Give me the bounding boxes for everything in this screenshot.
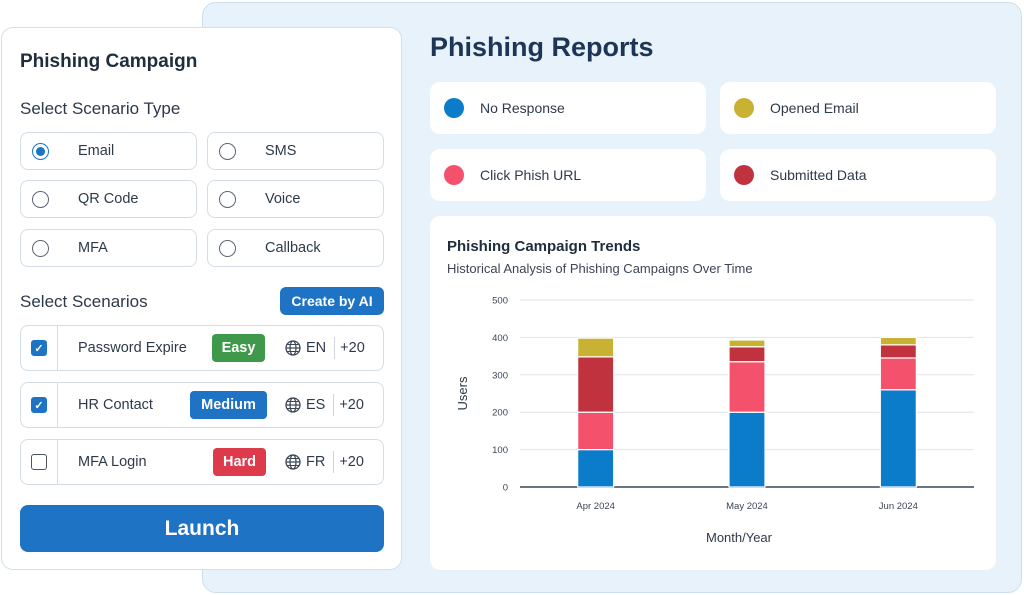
radio-option-email[interactable]: Email	[20, 132, 197, 170]
radio-option-mfa[interactable]: MFA	[20, 229, 197, 267]
legend-card-no-response: No Response	[430, 82, 706, 134]
legend-label: Click Phish URL	[480, 167, 582, 183]
y-tick-label: 400	[492, 333, 508, 344]
reports-title: Phishing Reports	[430, 32, 654, 62]
bar-segment	[728, 361, 766, 413]
radio-button[interactable]	[219, 190, 236, 208]
bar-segment	[879, 336, 917, 346]
radio-button[interactable]	[32, 190, 49, 208]
scenario-row-password-expire[interactable]: ✓ Password Expire Easy EN +20	[20, 325, 384, 371]
y-tick-label: 0	[503, 483, 508, 494]
difficulty-badge: Medium	[190, 391, 267, 419]
x-axis-label: Month/Year	[706, 530, 773, 545]
language-block[interactable]: FR +20	[285, 440, 364, 484]
legend-label: No Response	[480, 100, 565, 116]
bar-segment	[879, 357, 917, 391]
checkbox-cell	[21, 440, 58, 484]
more-languages: +20	[339, 397, 364, 413]
y-axis-label: Users	[455, 376, 470, 410]
dot-icon	[734, 165, 754, 185]
globe-icon	[285, 454, 301, 470]
radio-option-voice[interactable]: Voice	[207, 180, 384, 218]
difficulty-badge: Hard	[213, 448, 266, 476]
radio-label: Callback	[265, 240, 321, 256]
scenario-row-hr-contact[interactable]: ✓ HR Contact Medium ES +20	[20, 382, 384, 428]
radio-button[interactable]	[32, 239, 49, 257]
checkbox-cell: ✓	[21, 326, 58, 370]
radio-label: Voice	[265, 191, 301, 207]
radio-button[interactable]	[219, 142, 236, 160]
language-code: ES	[306, 397, 326, 413]
scenario-type-label: Select Scenario Type	[20, 99, 181, 118]
checkbox[interactable]: ✓	[31, 340, 47, 356]
more-languages: +20	[339, 454, 364, 470]
legend-label: Opened Email	[770, 100, 859, 116]
language-code: EN	[306, 340, 327, 356]
radio-option-sms[interactable]: SMS	[207, 132, 384, 170]
globe-icon	[285, 340, 301, 356]
radio-button[interactable]	[32, 142, 49, 160]
language-block[interactable]: ES +20	[285, 383, 364, 427]
language-block[interactable]: EN +20	[285, 326, 365, 370]
bar-segment	[728, 339, 766, 348]
stacked-bar-chart: 0 100 200 300 400 500 Apr 2024 May 2024 Jun 2024…	[455, 296, 974, 545]
dot-icon	[444, 165, 464, 185]
radio-button[interactable]	[219, 239, 236, 257]
more-languages: +20	[340, 340, 365, 356]
chart-subtitle: Historical Analysis of Phishing Campaign…	[447, 261, 753, 276]
legend-card-submitted-data: Submitted Data	[720, 149, 996, 201]
y-tick-label: 200	[492, 408, 508, 419]
bar-segment	[728, 411, 766, 488]
y-tick-label: 500	[492, 296, 508, 307]
dot-icon	[734, 98, 754, 118]
radio-label: MFA	[78, 240, 108, 256]
scenario-name: MFA Login	[78, 454, 147, 470]
bar-segment	[879, 389, 917, 488]
checkbox[interactable]	[31, 454, 47, 470]
legend-card-opened-email: Opened Email	[720, 82, 996, 134]
difficulty-badge: Easy	[212, 334, 265, 362]
campaign-panel: Phishing Campaign Select Scenario Type E…	[1, 27, 402, 570]
radio-option-qr-code[interactable]: QR Code	[20, 180, 197, 218]
radio-label: Email	[78, 143, 115, 159]
radio-label: SMS	[265, 143, 297, 159]
launch-button[interactable]: Launch	[20, 505, 384, 552]
x-tick-label: Jun 2024	[879, 501, 918, 512]
radio-label: QR Code	[78, 191, 139, 207]
legend-card-click-phish-url: Click Phish URL	[430, 149, 706, 201]
divider	[334, 337, 336, 359]
legend-label: Submitted Data	[770, 167, 867, 183]
bar-segment	[577, 449, 615, 488]
y-tick-label: 300	[492, 370, 508, 381]
chart-title: Phishing Campaign Trends	[447, 238, 641, 255]
language-code: FR	[306, 454, 326, 470]
checkbox[interactable]: ✓	[31, 397, 47, 413]
scenario-name: Password Expire	[78, 340, 187, 356]
checkbox-cell: ✓	[21, 383, 58, 427]
x-tick-label: Apr 2024	[576, 501, 615, 512]
scenarios-label: Select Scenarios	[20, 292, 148, 311]
create-by-ai-button[interactable]: Create by AI	[280, 287, 384, 315]
bar-segment	[577, 411, 615, 451]
radio-option-callback[interactable]: Callback	[207, 229, 384, 267]
bar-segment	[879, 344, 917, 359]
globe-icon	[285, 397, 301, 413]
y-tick-label: 100	[492, 445, 508, 456]
scenario-row-mfa-login[interactable]: MFA Login Hard FR +20	[20, 439, 384, 485]
panel-title: Phishing Campaign	[20, 51, 198, 72]
x-tick-label: May 2024	[726, 501, 768, 512]
bar-segment	[577, 356, 615, 413]
dot-icon	[444, 98, 464, 118]
scenario-name: HR Contact	[78, 397, 153, 413]
bar-segment	[577, 337, 615, 358]
bar-segment	[728, 346, 766, 363]
divider	[333, 394, 335, 416]
divider	[333, 451, 335, 473]
chart-card: Phishing Campaign Trends Historical Anal…	[430, 216, 996, 570]
